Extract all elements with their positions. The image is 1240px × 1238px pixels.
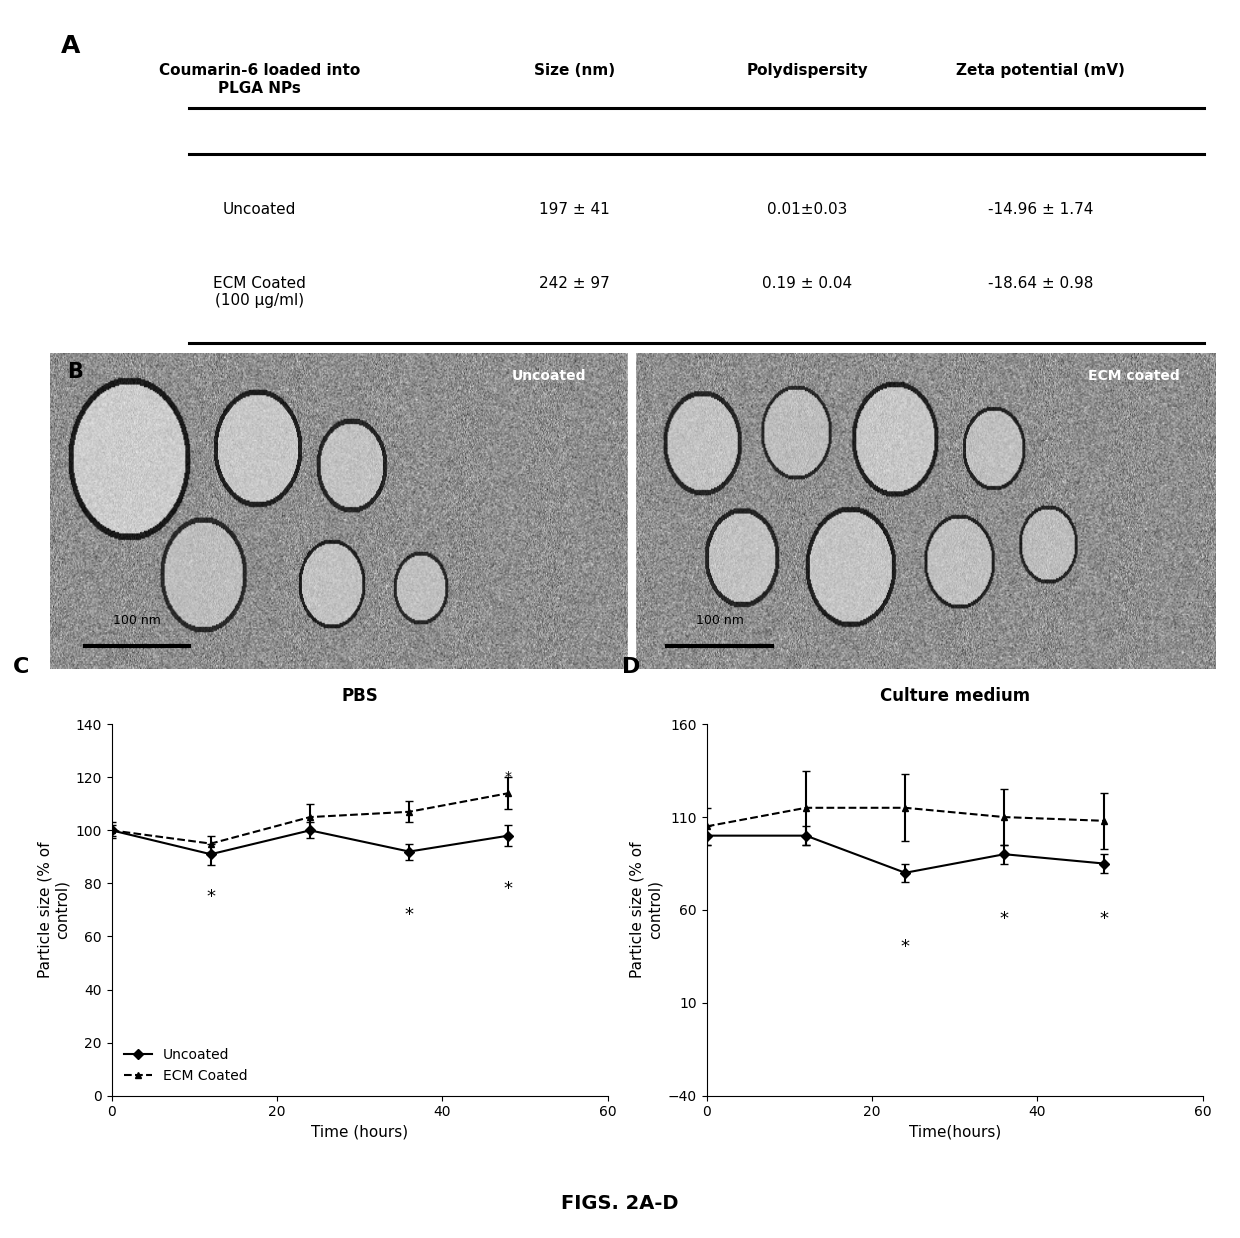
Text: B: B	[67, 363, 83, 383]
Text: ECM coated: ECM coated	[1089, 369, 1180, 383]
Text: -18.64 ± 0.98: -18.64 ± 0.98	[988, 276, 1092, 291]
Text: Uncoated: Uncoated	[223, 202, 296, 217]
Text: Polydispersity: Polydispersity	[746, 63, 868, 78]
Text: *: *	[1099, 910, 1109, 928]
Text: *: *	[503, 880, 513, 898]
Text: C: C	[12, 657, 29, 677]
Text: 100 nm: 100 nm	[696, 614, 744, 628]
Text: 197 ± 41: 197 ± 41	[538, 202, 610, 217]
Text: 0.19 ± 0.04: 0.19 ± 0.04	[763, 276, 852, 291]
Text: *: *	[505, 770, 512, 785]
X-axis label: Time(hours): Time(hours)	[909, 1125, 1001, 1140]
X-axis label: Time (hours): Time (hours)	[311, 1125, 408, 1140]
Text: 0.01±0.03: 0.01±0.03	[768, 202, 847, 217]
Text: *: *	[900, 938, 910, 956]
Legend: Uncoated, ECM Coated: Uncoated, ECM Coated	[119, 1042, 253, 1088]
Text: Size (nm): Size (nm)	[533, 63, 615, 78]
Text: *: *	[206, 888, 216, 906]
Y-axis label: Particle size (% of
control): Particle size (% of control)	[630, 842, 662, 978]
Text: -14.96 ± 1.74: -14.96 ± 1.74	[988, 202, 1092, 217]
Text: PBS: PBS	[341, 687, 378, 706]
Text: FIGS. 2A-D: FIGS. 2A-D	[562, 1195, 678, 1213]
Text: A: A	[61, 35, 81, 58]
Text: *: *	[404, 906, 414, 925]
Text: Culture medium: Culture medium	[879, 687, 1030, 706]
Text: *: *	[999, 910, 1009, 928]
Text: ECM Coated
(100 μg/ml): ECM Coated (100 μg/ml)	[213, 276, 306, 308]
Text: Coumarin-6 loaded into
PLGA NPs: Coumarin-6 loaded into PLGA NPs	[159, 63, 360, 95]
Text: 100 nm: 100 nm	[113, 614, 161, 628]
Y-axis label: Particle size (% of
control): Particle size (% of control)	[37, 842, 69, 978]
Text: 242 ± 97: 242 ± 97	[538, 276, 610, 291]
Text: D: D	[622, 657, 641, 677]
Text: Uncoated: Uncoated	[511, 369, 585, 383]
Text: Zeta potential (mV): Zeta potential (mV)	[956, 63, 1125, 78]
